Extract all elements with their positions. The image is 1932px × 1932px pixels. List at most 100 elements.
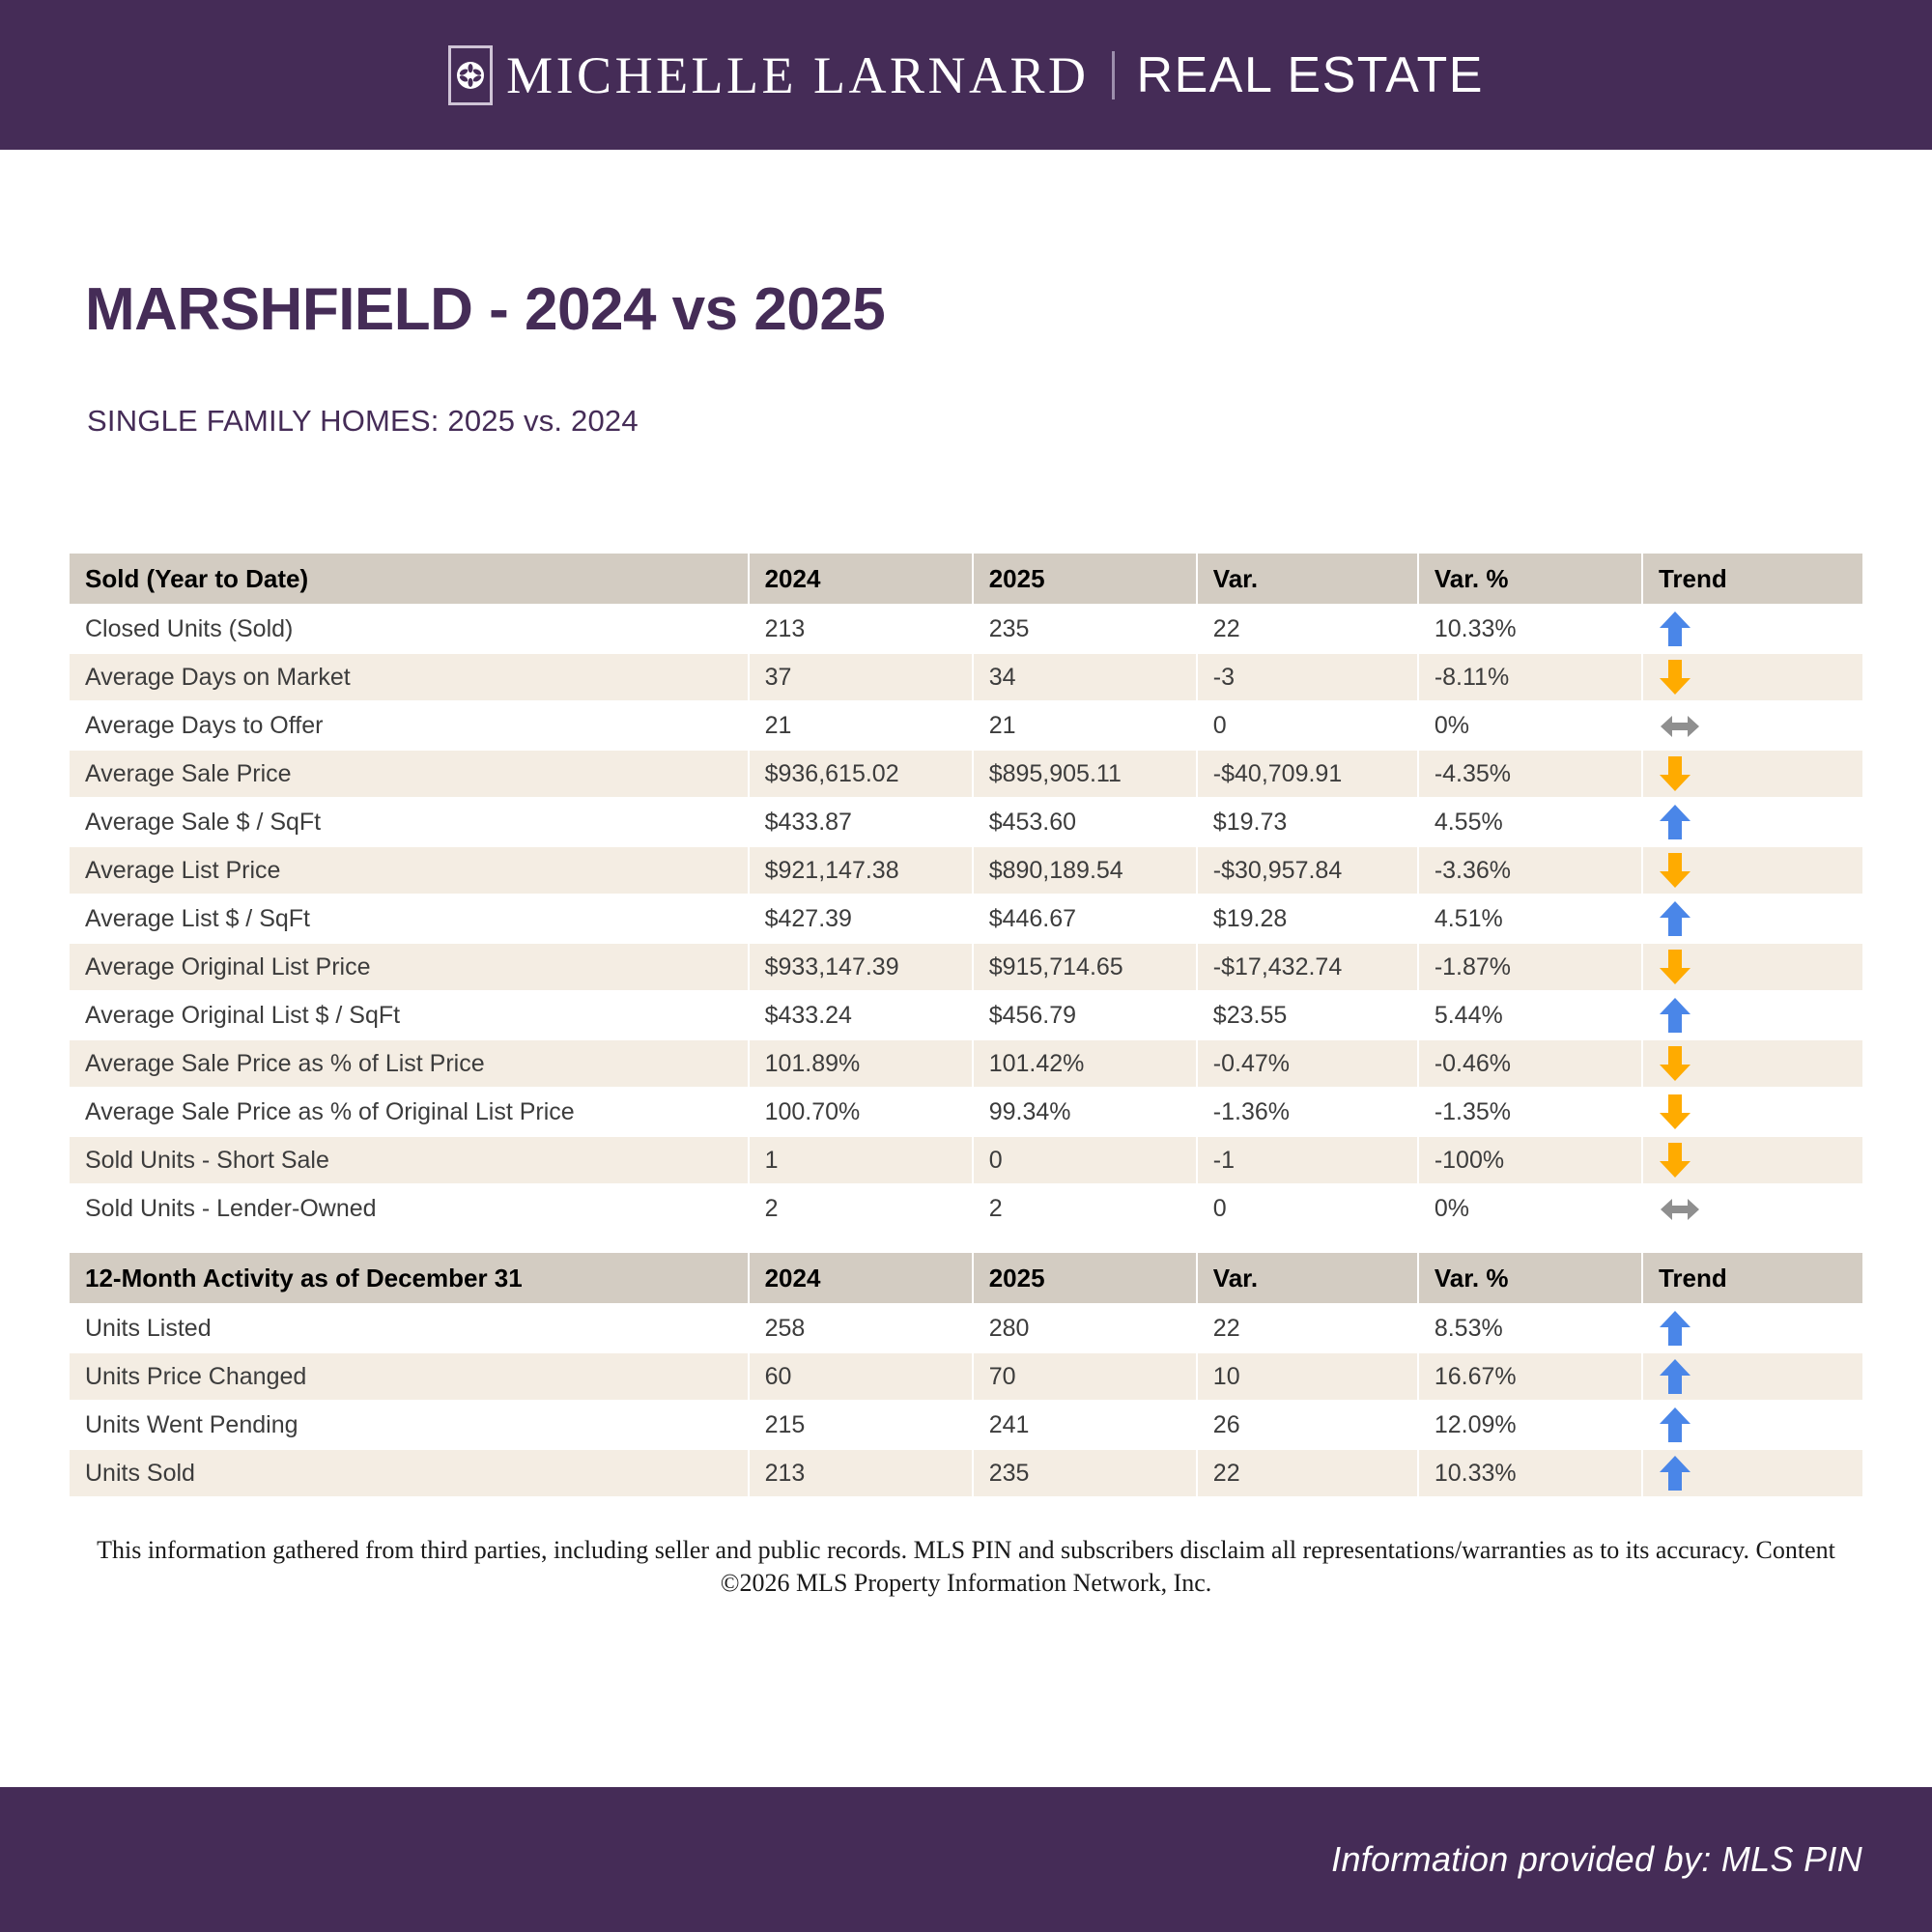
arrow-up-icon <box>1659 1407 1691 1442</box>
arrow-left-right-icon <box>1659 712 1701 739</box>
cell-2025: 241 <box>973 1402 1196 1448</box>
cell-var: -$40,709.91 <box>1197 751 1417 797</box>
cell-varpct: -100% <box>1418 1137 1641 1183</box>
row-label: Units Price Changed <box>70 1353 748 1400</box>
table-row: Average Sale Price $936,615.02 $895,905.11… <box>70 751 1862 797</box>
arrow-up-icon <box>1659 1456 1691 1491</box>
tables-container: Sold (Year to Date) 2024 2025 Var. Var. … <box>68 552 1864 1498</box>
cell-2024: 213 <box>749 1450 972 1496</box>
table-row: Average List $ / SqFt $427.39 $446.67 $19.2… <box>70 895 1862 942</box>
cell-2025: 99.34% <box>973 1089 1196 1135</box>
cell-varpct: 8.53% <box>1418 1305 1641 1351</box>
cell-2025: $890,189.54 <box>973 847 1196 894</box>
col-header-2025: 2025 <box>973 554 1196 604</box>
cell-trend <box>1642 1305 1862 1351</box>
table-header-row: Sold (Year to Date) 2024 2025 Var. Var. … <box>70 554 1862 604</box>
col-header-2025: 2025 <box>973 1253 1196 1303</box>
table-row: Units Listed 258 280 22 8.53% <box>70 1305 1862 1351</box>
col-header-label: Sold (Year to Date) <box>70 554 748 604</box>
cell-varpct: 4.55% <box>1418 799 1641 845</box>
col-header-varpct: Var. % <box>1418 1253 1641 1303</box>
row-label: Average Original List $ / SqFt <box>70 992 748 1038</box>
table-row: Average List Price $921,147.38 $890,189.54… <box>70 847 1862 894</box>
table-row: Average Sale $ / SqFt $433.87 $453.60 $19.7… <box>70 799 1862 845</box>
arrow-down-icon <box>1659 853 1691 888</box>
cell-2025: 235 <box>973 1450 1196 1496</box>
cell-var: 0 <box>1197 702 1417 749</box>
cell-2024: 215 <box>749 1402 972 1448</box>
cell-varpct: 0% <box>1418 702 1641 749</box>
cell-varpct: -1.87% <box>1418 944 1641 990</box>
row-label: Sold Units - Lender-Owned <box>70 1185 748 1232</box>
cell-2024: $933,147.39 <box>749 944 972 990</box>
cell-2025: $895,905.11 <box>973 751 1196 797</box>
brand-subname: REAL ESTATE <box>1136 46 1484 103</box>
table-row: Average Days to Offer 21 21 0 0% <box>70 702 1862 749</box>
table-row: Units Price Changed 60 70 10 16.67% <box>70 1353 1862 1400</box>
cell-var: -3 <box>1197 654 1417 700</box>
cell-trend <box>1642 751 1862 797</box>
cell-2024: $433.24 <box>749 992 972 1038</box>
cell-2025: $453.60 <box>973 799 1196 845</box>
cell-2024: 37 <box>749 654 972 700</box>
col-header-varpct: Var. % <box>1418 554 1641 604</box>
row-label: Average Sale $ / SqFt <box>70 799 748 845</box>
cell-2025: $915,714.65 <box>973 944 1196 990</box>
cell-2024: 1 <box>749 1137 972 1183</box>
cell-2024: 2 <box>749 1185 972 1232</box>
table-row: Average Sale Price as % of Original List… <box>70 1089 1862 1135</box>
cell-trend <box>1642 1089 1862 1135</box>
cell-trend <box>1642 799 1862 845</box>
brand-header-bar: MICHELLE LARNARD REAL ESTATE <box>0 0 1932 150</box>
cell-varpct: -4.35% <box>1418 751 1641 797</box>
cell-2025: 21 <box>973 702 1196 749</box>
row-label: Average List $ / SqFt <box>70 895 748 942</box>
cell-2024: 21 <box>749 702 972 749</box>
arrow-down-icon <box>1659 756 1691 791</box>
row-label: Sold Units - Short Sale <box>70 1137 748 1183</box>
cell-var: 10 <box>1197 1353 1417 1400</box>
col-header-2024: 2024 <box>749 1253 972 1303</box>
cell-2024: $433.87 <box>749 799 972 845</box>
cell-2025: 34 <box>973 654 1196 700</box>
cell-2024: $427.39 <box>749 895 972 942</box>
cell-trend <box>1642 1185 1862 1232</box>
cell-var: $19.28 <box>1197 895 1417 942</box>
cell-2024: 101.89% <box>749 1040 972 1087</box>
cell-varpct: 10.33% <box>1418 1450 1641 1496</box>
row-label: Average Days to Offer <box>70 702 748 749</box>
row-label: Average Sale Price as % of List Price <box>70 1040 748 1087</box>
arrow-down-icon <box>1659 1046 1691 1081</box>
footer-attribution: Information provided by: MLS PIN <box>1331 1839 1862 1879</box>
table-row: Sold Units - Lender-Owned 2 2 0 0% <box>70 1185 1862 1232</box>
arrow-down-icon <box>1659 1094 1691 1129</box>
cell-trend <box>1642 1450 1862 1496</box>
cell-var: 22 <box>1197 1450 1417 1496</box>
cell-2025: 101.42% <box>973 1040 1196 1087</box>
cell-var: 26 <box>1197 1402 1417 1448</box>
arrow-up-icon <box>1659 1311 1691 1346</box>
cell-2024: 100.70% <box>749 1089 972 1135</box>
arrow-down-icon <box>1659 950 1691 984</box>
row-label: Average Sale Price as % of Original List… <box>70 1089 748 1135</box>
arrow-up-icon <box>1659 901 1691 936</box>
sold-ytd-table: Sold (Year to Date) 2024 2025 Var. Var. … <box>68 552 1864 1234</box>
cell-trend <box>1642 654 1862 700</box>
cell-varpct: 12.09% <box>1418 1402 1641 1448</box>
page-title: MARSHFIELD - 2024 vs 2025 <box>85 276 886 343</box>
row-label: Units Went Pending <box>70 1402 748 1448</box>
cell-trend <box>1642 702 1862 749</box>
row-label: Average Days on Market <box>70 654 748 700</box>
table-row: Closed Units (Sold) 213 235 22 10.33% <box>70 606 1862 652</box>
cell-2025: 2 <box>973 1185 1196 1232</box>
cell-2024: 258 <box>749 1305 972 1351</box>
col-header-2024: 2024 <box>749 554 972 604</box>
cell-2025: $456.79 <box>973 992 1196 1038</box>
brand-name: MICHELLE LARNARD <box>506 45 1090 104</box>
sold-ytd-body: Closed Units (Sold) 213 235 22 10.33% Average… <box>70 606 1862 1232</box>
page-subtitle: SINGLE FAMILY HOMES: 2025 vs. 2024 <box>87 404 639 438</box>
activity-12month-table: 12-Month Activity as of December 31 2024… <box>68 1251 1864 1498</box>
table-row: Sold Units - Short Sale 1 0 -1 -100% <box>70 1137 1862 1183</box>
table-row: Average Days on Market 37 34 -3 -8.11% <box>70 654 1862 700</box>
arrow-left-right-icon <box>1659 1195 1701 1222</box>
